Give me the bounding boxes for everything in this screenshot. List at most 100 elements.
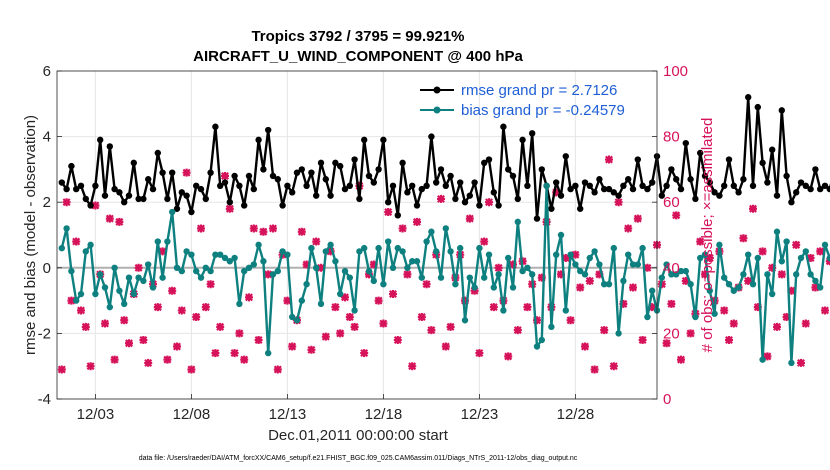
rmse-point — [759, 159, 766, 167]
rmse-point — [687, 176, 694, 183]
obs-marker — [777, 270, 786, 279]
bias-point — [730, 287, 737, 294]
obs-marker — [230, 349, 239, 358]
rmse-point — [418, 185, 425, 193]
rmse-point — [260, 166, 267, 173]
x-axis-ticks: 12/03 12/08 12/13 12/18 12/23 12/28 — [77, 394, 594, 423]
bias-point — [591, 248, 598, 255]
rmse-point — [313, 192, 320, 199]
obs-marker — [624, 224, 633, 233]
rmse-point — [231, 172, 238, 180]
rmse-point — [605, 185, 613, 193]
rmse-series — [58, 94, 830, 222]
rmse-point — [274, 176, 281, 183]
bias-point — [581, 271, 589, 278]
obs-marker — [446, 322, 455, 331]
obs-marker — [816, 247, 825, 256]
bias-point — [260, 258, 267, 265]
obs-marker — [408, 362, 417, 371]
bias-point — [471, 284, 478, 291]
rmse-point — [221, 179, 229, 186]
rmse-point — [303, 182, 310, 189]
rmse-point — [620, 182, 627, 189]
obs-marker — [489, 303, 498, 312]
rmse-point — [437, 166, 445, 173]
rmse-point — [337, 162, 344, 170]
rmse-point — [73, 185, 80, 193]
rmse-point — [241, 202, 248, 209]
bias-point — [476, 244, 483, 252]
bias-point — [721, 274, 728, 281]
obs-marker — [369, 260, 378, 269]
y-right-tick-label: 40 — [663, 260, 680, 277]
obs-marker — [211, 349, 220, 358]
rmse-point — [101, 192, 109, 199]
rmse-point — [682, 139, 689, 147]
bias-point — [778, 258, 785, 265]
obs-marker — [177, 306, 186, 315]
obs-marker — [672, 211, 681, 220]
obs-marker — [513, 326, 522, 335]
bias-point — [457, 244, 464, 252]
bias-point — [586, 254, 593, 262]
rmse-point — [572, 182, 579, 189]
rmse-point — [351, 156, 358, 163]
bias-point — [495, 271, 502, 278]
bias-point — [548, 323, 555, 331]
obs-marker — [321, 332, 330, 341]
obs-marker — [336, 329, 345, 338]
rmse-point — [625, 176, 632, 183]
obs-marker — [461, 296, 469, 305]
rmse-point — [778, 107, 785, 114]
bias-point — [701, 251, 709, 258]
rmse-point — [481, 159, 488, 167]
bias-point — [514, 218, 521, 226]
obs-marker — [365, 270, 373, 279]
rmse-point — [442, 182, 449, 189]
bias-point — [706, 287, 713, 294]
bias-point — [826, 254, 830, 262]
bias-point — [802, 248, 809, 255]
rmse-point — [164, 195, 171, 203]
bias-point — [682, 267, 689, 275]
bias-point — [289, 313, 296, 321]
bias-point — [394, 244, 401, 252]
obs-marker — [384, 208, 393, 217]
bias-point — [346, 274, 353, 281]
grid-lines — [57, 70, 657, 400]
obs-marker — [773, 322, 781, 331]
y-axis-right-ticks: 0 20 40 60 80 100 — [652, 63, 688, 408]
rmse-point — [173, 205, 181, 212]
rmse-point — [217, 182, 224, 189]
bias-point — [365, 267, 373, 275]
x-tick-label: 12/18 — [365, 406, 403, 423]
bias-point — [193, 267, 200, 275]
bias-point — [428, 228, 435, 235]
obs-marker — [163, 355, 172, 364]
rmse-point — [716, 192, 723, 199]
bias-point — [241, 267, 248, 275]
rmse-point — [673, 176, 680, 183]
bias-point — [807, 271, 814, 278]
bias-point — [466, 274, 473, 281]
obs-marker — [216, 322, 225, 331]
bias-point — [711, 310, 718, 317]
rmse-point — [639, 182, 646, 189]
rmse-point — [183, 192, 190, 199]
rmse-point — [649, 179, 656, 186]
x-tick-label: 12/23 — [461, 406, 499, 423]
bias-point — [149, 284, 157, 291]
rmse-point — [485, 156, 493, 163]
obs-marker — [283, 296, 292, 305]
rmse-point — [149, 185, 157, 193]
rmse-point — [505, 166, 512, 173]
rmse-point — [68, 162, 75, 170]
obs-marker — [115, 217, 124, 226]
rmse-point — [692, 195, 699, 203]
bias-point — [553, 251, 560, 258]
bias-point — [423, 238, 430, 245]
rmse-point — [380, 136, 387, 144]
bias-point — [812, 277, 819, 285]
obs-marker — [225, 204, 234, 213]
bias-point — [121, 300, 128, 308]
